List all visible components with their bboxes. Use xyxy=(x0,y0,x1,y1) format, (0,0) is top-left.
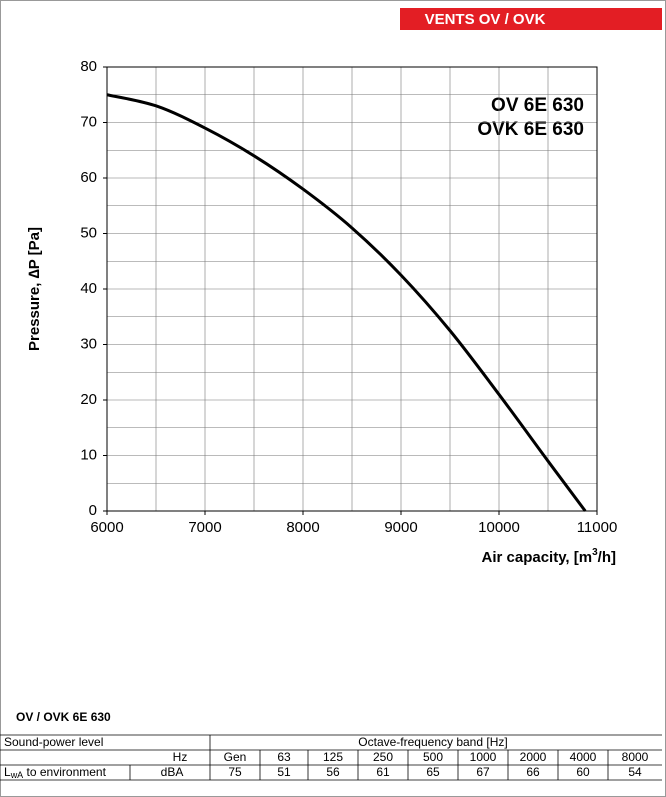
table-header: Octave-frequency band [Hz] xyxy=(358,735,507,749)
y-tick-label: 70 xyxy=(80,113,97,130)
table-cell: 4000 xyxy=(570,750,597,764)
y-tick-label: 40 xyxy=(80,280,97,297)
y-axis-label: Pressure, ∆P [Pa] xyxy=(26,227,43,351)
header-band xyxy=(400,8,662,30)
table-cell: 60 xyxy=(576,765,590,779)
table-unit: dBA xyxy=(161,765,184,779)
symbol: L xyxy=(4,765,11,779)
label-text: to environment xyxy=(23,765,106,779)
y-tick-label: 80 xyxy=(80,58,97,75)
x-label-unit: /h] xyxy=(598,549,616,566)
table-cell: 65 xyxy=(426,765,440,779)
x-label-sup: 3 xyxy=(592,547,598,558)
annotation: OVK 6E 630 xyxy=(477,119,584,140)
table-cell: 61 xyxy=(376,765,390,779)
table-title: OV / OVK 6E 630 xyxy=(16,710,111,724)
table-cell: 66 xyxy=(526,765,540,779)
table-cell: 63 xyxy=(277,750,291,764)
table-cell: 67 xyxy=(476,765,490,779)
y-tick-label: 50 xyxy=(80,224,97,241)
x-axis-label: Air capacity, [m3/h] xyxy=(482,547,617,566)
x-tick-label: 9000 xyxy=(384,519,417,536)
y-tick-label: 30 xyxy=(80,335,97,352)
curve xyxy=(106,93,587,512)
plot-frame xyxy=(106,66,598,512)
x-tick-label: 6000 xyxy=(90,519,123,536)
table-cell: 500 xyxy=(423,750,443,764)
table-row-label: LwA to environment xyxy=(4,765,107,780)
table-cell: 54 xyxy=(628,765,642,779)
y-tick-label: 0 xyxy=(89,502,97,519)
x-tick-label: 7000 xyxy=(188,519,221,536)
table-cell: 8000 xyxy=(622,750,649,764)
table-cell: Gen xyxy=(224,750,247,764)
subscript: wA xyxy=(10,770,24,780)
x-tick-label: 10000 xyxy=(478,519,520,536)
table-cell: 51 xyxy=(277,765,291,779)
table-cell: 56 xyxy=(326,765,340,779)
y-tick-label: 10 xyxy=(80,446,97,463)
table-cell: 75 xyxy=(228,765,242,779)
x-label-text: Air capacity, [m xyxy=(482,549,593,566)
table-cell: 1000 xyxy=(470,750,497,764)
table-cell: 250 xyxy=(373,750,393,764)
y-tick-label: 60 xyxy=(80,169,97,186)
x-tick-label: 8000 xyxy=(286,519,319,536)
table-cell: 125 xyxy=(323,750,343,764)
x-tick-label: 11000 xyxy=(577,519,618,536)
annotation: OV 6E 630 xyxy=(491,95,584,116)
table-cell: 2000 xyxy=(520,750,547,764)
y-tick-label: 20 xyxy=(80,391,97,408)
table-header: Sound-power level xyxy=(4,735,103,749)
header-title: VENTS OV / OVK xyxy=(425,11,546,28)
table-lines xyxy=(0,734,662,781)
table-unit: Hz xyxy=(173,750,188,764)
